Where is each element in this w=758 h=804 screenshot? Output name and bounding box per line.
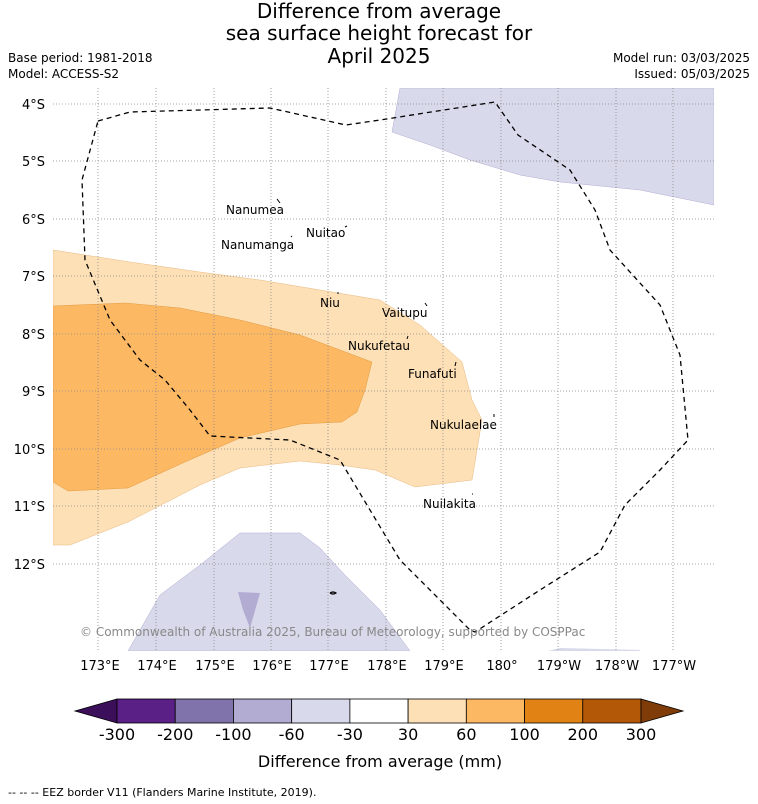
label-nanumea: Nanumea — [226, 203, 284, 217]
colorbar-swatch — [116, 698, 176, 724]
issued-date: Issued: 05/03/2025 — [634, 67, 750, 81]
colorbar-tick: 30 — [398, 725, 418, 744]
copyright-text: © Commonwealth of Australia 2025, Bureau… — [80, 625, 585, 639]
lon-tick: 173°E — [80, 659, 120, 674]
label-nukufetau: Nukufetau — [348, 339, 410, 353]
lon-tick: 177°W — [652, 659, 696, 674]
colorbar-extend-low — [73, 698, 118, 724]
negative-anomaly-s — [127, 532, 411, 651]
colorbar-swatch — [524, 698, 584, 724]
lat-tick: 7°S — [22, 270, 45, 285]
colorbar-tick-labels: -300 -200 -100 -60 -30 30 60 100 200 300 — [99, 725, 656, 744]
title-line-2: sea surface height forecast for — [225, 21, 533, 45]
model-run: Model run: 03/03/2025 — [612, 51, 750, 65]
colorbar-tick: 300 — [626, 725, 657, 744]
lon-tick-labels: 173°E 174°E 175°E 176°E 177°E 178°E 179°… — [80, 659, 696, 674]
colorbar-swatch — [582, 698, 642, 724]
base-period: Base period: 1981-2018 — [8, 51, 153, 65]
colorbar-extend-high — [640, 698, 685, 724]
lat-tick: 11°S — [14, 500, 45, 515]
eez-footnote: -- -- -- EEZ border V11 (Flanders Marine… — [8, 786, 317, 799]
colorbar-swatch — [465, 698, 525, 724]
negative-anomaly-se-sliver — [548, 648, 640, 651]
colorbar-swatch — [291, 698, 351, 724]
lat-tick: 9°S — [22, 385, 45, 400]
label-vaitupu: Vaitupu — [382, 306, 428, 320]
colorbar-tick: 200 — [568, 725, 599, 744]
lon-tick: 178°E — [367, 659, 407, 674]
colorbar-tick: -30 — [337, 725, 363, 744]
lat-tick: 5°S — [22, 155, 45, 170]
lon-tick: 175°E — [195, 659, 235, 674]
lat-tick-labels: 4°S 5°S 6°S 7°S 8°S 9°S 10°S 11°S 12°S — [14, 98, 45, 573]
gridlines — [53, 88, 714, 651]
label-nukulaelae: Nukulaelae — [430, 418, 497, 432]
colorbar-tick: -100 — [215, 725, 251, 744]
negative-anomaly-ne — [391, 88, 714, 206]
colorbar-swatch — [174, 698, 234, 724]
title-line-1: Difference from average — [256, 0, 502, 23]
positive-anomaly-60-100 — [53, 302, 373, 492]
model-name: Model: ACCESS-S2 — [8, 67, 120, 81]
colorbar — [73, 698, 685, 724]
lat-tick: 10°S — [14, 443, 45, 458]
label-nuitao: Nuitao — [306, 226, 345, 240]
lon-tick: 177°E — [309, 659, 349, 674]
lon-tick: 179°E — [424, 659, 464, 674]
map-area: © Commonwealth of Australia 2025, Bureau… — [53, 88, 714, 651]
label-nanumanga: Nanumanga — [221, 238, 294, 252]
lat-tick: 8°S — [22, 328, 45, 343]
label-funafuti: Funafuti — [408, 367, 457, 381]
lon-tick: 178°W — [595, 659, 639, 674]
lat-tick: 4°S — [22, 98, 45, 113]
lat-tick: 12°S — [14, 558, 45, 573]
colorbar-tick: 100 — [509, 725, 540, 744]
lon-tick: 180° — [486, 659, 517, 674]
negative-anomaly-small — [238, 592, 260, 628]
title-line-3: April 2025 — [327, 44, 431, 68]
label-niu: Niu — [320, 296, 340, 310]
lon-tick: 174°E — [137, 659, 177, 674]
lon-tick: 179°W — [537, 659, 581, 674]
lat-tick: 6°S — [22, 213, 45, 228]
colorbar-tick: 60 — [456, 725, 476, 744]
colorbar-tick: -300 — [99, 725, 135, 744]
colorbar-label: Difference from average (mm) — [258, 752, 502, 771]
colorbar-swatch — [349, 698, 409, 724]
island-markers — [276, 198, 495, 595]
lon-tick: 176°E — [252, 659, 292, 674]
colorbar-tick: -60 — [279, 725, 305, 744]
label-nuilakita: Nuilakita — [423, 497, 476, 511]
colorbar-tick: -200 — [157, 725, 193, 744]
colorbar-swatch — [407, 698, 467, 724]
colorbar-swatch — [233, 698, 293, 724]
